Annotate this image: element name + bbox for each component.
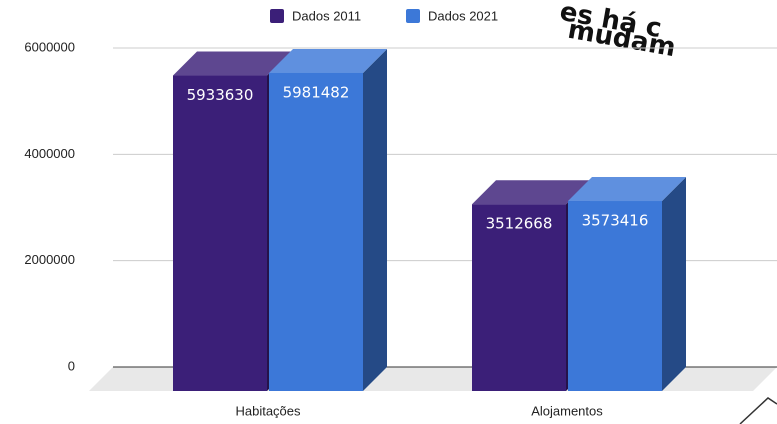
- bar-face: [269, 72, 363, 391]
- bar: [269, 48, 387, 392]
- bar-face: [568, 177, 686, 202]
- y-tick-label: 6000000: [24, 39, 75, 54]
- data-label: 5981482: [283, 83, 350, 101]
- legend-swatch: [270, 9, 284, 23]
- data-label: 3573416: [582, 212, 649, 230]
- y-tick-label: 0: [68, 358, 75, 373]
- bar-face: [662, 177, 686, 391]
- legend-label: Dados 2011: [292, 8, 361, 23]
- bar-face: [472, 180, 590, 205]
- y-tick-label: 2000000: [24, 252, 75, 267]
- bar-face: [568, 201, 662, 391]
- bar-face: [173, 51, 291, 76]
- bar-face: [472, 204, 566, 391]
- x-tick-label: Alojamentos: [531, 403, 603, 418]
- legend-swatch: [406, 9, 420, 23]
- data-label: 3512668: [486, 215, 553, 233]
- bar-face: [363, 48, 387, 392]
- decoration: [739, 397, 777, 424]
- legend-label: Dados 2021: [428, 8, 498, 23]
- bar-face: [173, 75, 267, 391]
- bar: [568, 177, 686, 391]
- x-tick-label: Habitações: [235, 403, 301, 418]
- bar-face: [269, 48, 387, 73]
- y-tick-label: 4000000: [24, 146, 75, 161]
- data-label: 5933630: [187, 86, 254, 104]
